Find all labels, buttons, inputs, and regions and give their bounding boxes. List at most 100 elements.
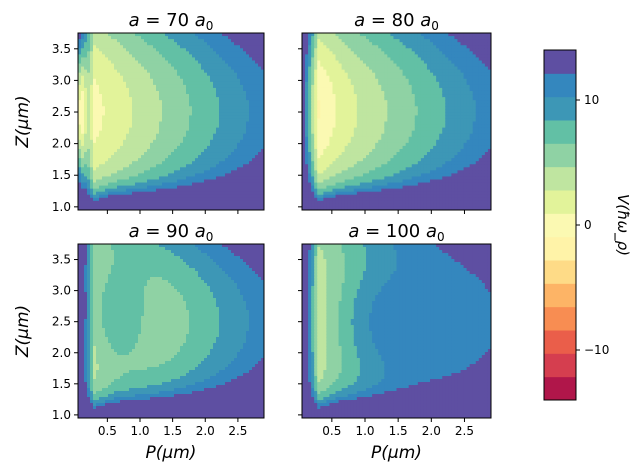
contour-cell: [219, 148, 223, 153]
contour-cell: [302, 197, 306, 202]
contour-cell: [317, 200, 321, 205]
contour-cell: [258, 115, 262, 120]
contour-cell: [132, 142, 136, 147]
contour-cell: [255, 112, 259, 116]
contour-cell: [213, 158, 217, 162]
contour-cell: [186, 133, 190, 138]
contour-cell: [302, 164, 306, 168]
contour-cell: [192, 173, 196, 178]
contour-cell: [243, 161, 247, 165]
contour-cell: [102, 158, 106, 162]
contour-cell: [102, 103, 106, 107]
contour-cell: [105, 173, 109, 178]
contour-cell: [305, 36, 309, 40]
contour-cell: [222, 109, 226, 113]
contour-cell: [237, 191, 241, 196]
contour-cell: [189, 103, 193, 107]
contour-cell: [314, 45, 318, 49]
contour-cell: [99, 112, 103, 116]
contour-cell: [177, 200, 181, 205]
contour-cell: [228, 87, 232, 92]
contour-cell: [138, 185, 142, 190]
contour-cell: [362, 164, 367, 168]
contour-cell: [99, 179, 103, 184]
contour-cell: [347, 203, 352, 208]
contour-cell: [347, 200, 352, 205]
contour-cell: [156, 167, 160, 171]
contour-cell: [111, 100, 115, 104]
contour-cell: [189, 167, 193, 171]
contour-cell: [261, 197, 264, 202]
contour-cell: [255, 51, 259, 55]
contour-cell: [105, 112, 109, 116]
contour-cell: [174, 66, 178, 71]
contour-cell: [320, 45, 324, 49]
contour-cell: [87, 69, 91, 74]
contour-cell: [314, 48, 318, 52]
contour-cell: [144, 84, 148, 89]
contour-cell: [366, 170, 370, 174]
contour-cell: [198, 133, 202, 138]
contour-cell: [320, 33, 324, 37]
contour-cell: [129, 155, 133, 159]
contour-cell: [366, 206, 370, 210]
contour-cell: [249, 136, 253, 141]
contour-cell: [186, 72, 190, 77]
contour-cell: [356, 164, 361, 168]
contour-cell: [99, 81, 103, 86]
contour-cell: [353, 176, 358, 181]
contour-cell: [302, 118, 306, 123]
contour-cell: [353, 39, 358, 43]
contour-cell: [249, 100, 253, 104]
contour-cell: [90, 197, 94, 202]
contour-cell: [243, 188, 247, 193]
contour-cell: [123, 173, 127, 178]
contour-cell: [90, 90, 94, 95]
contour-cell: [302, 155, 306, 159]
contour-cell: [240, 148, 244, 153]
contour-cell: [165, 57, 169, 62]
contour-cell: [150, 118, 154, 123]
contour-cell: [165, 115, 169, 120]
contour-cell: [123, 97, 127, 101]
contour-cell: [335, 84, 340, 89]
contour-cell: [114, 112, 118, 116]
contour-cell: [219, 51, 223, 55]
contour-cell: [261, 78, 264, 83]
contour-cell: [258, 167, 262, 171]
contour-cell: [261, 158, 264, 162]
contour-cell: [105, 206, 109, 210]
contour-cell: [207, 167, 211, 171]
contour-cell: [90, 176, 94, 181]
contour-cell: [366, 84, 370, 89]
contour-cell: [84, 36, 88, 40]
contour-cell: [198, 200, 202, 205]
contour-cell: [329, 87, 334, 92]
contour-cell: [323, 48, 327, 52]
contour-cell: [192, 179, 196, 184]
contour-cell: [111, 48, 115, 52]
contour-cell: [156, 39, 160, 43]
contour-cell: [153, 106, 157, 110]
contour-cell: [219, 191, 223, 196]
contour-cell: [159, 42, 163, 46]
contour-cell: [240, 97, 244, 101]
contour-cell: [228, 66, 232, 71]
contour-cell: [153, 121, 157, 126]
contour-cell: [246, 124, 250, 129]
contour-cell: [231, 188, 235, 193]
contour-cell: [305, 121, 309, 126]
contour-cell: [326, 185, 331, 190]
contour-cell: [237, 170, 241, 174]
contour-cell: [156, 139, 160, 144]
contour-cell: [135, 45, 139, 49]
contour-cell: [84, 197, 88, 202]
contour-cell: [359, 45, 364, 49]
contour-cell: [219, 139, 223, 144]
contour-cell: [105, 139, 109, 144]
contour-cell: [198, 130, 202, 135]
contour-cell: [150, 54, 154, 59]
contour-cell: [135, 173, 139, 178]
contour-cell: [353, 57, 358, 62]
contour-cell: [222, 179, 226, 184]
